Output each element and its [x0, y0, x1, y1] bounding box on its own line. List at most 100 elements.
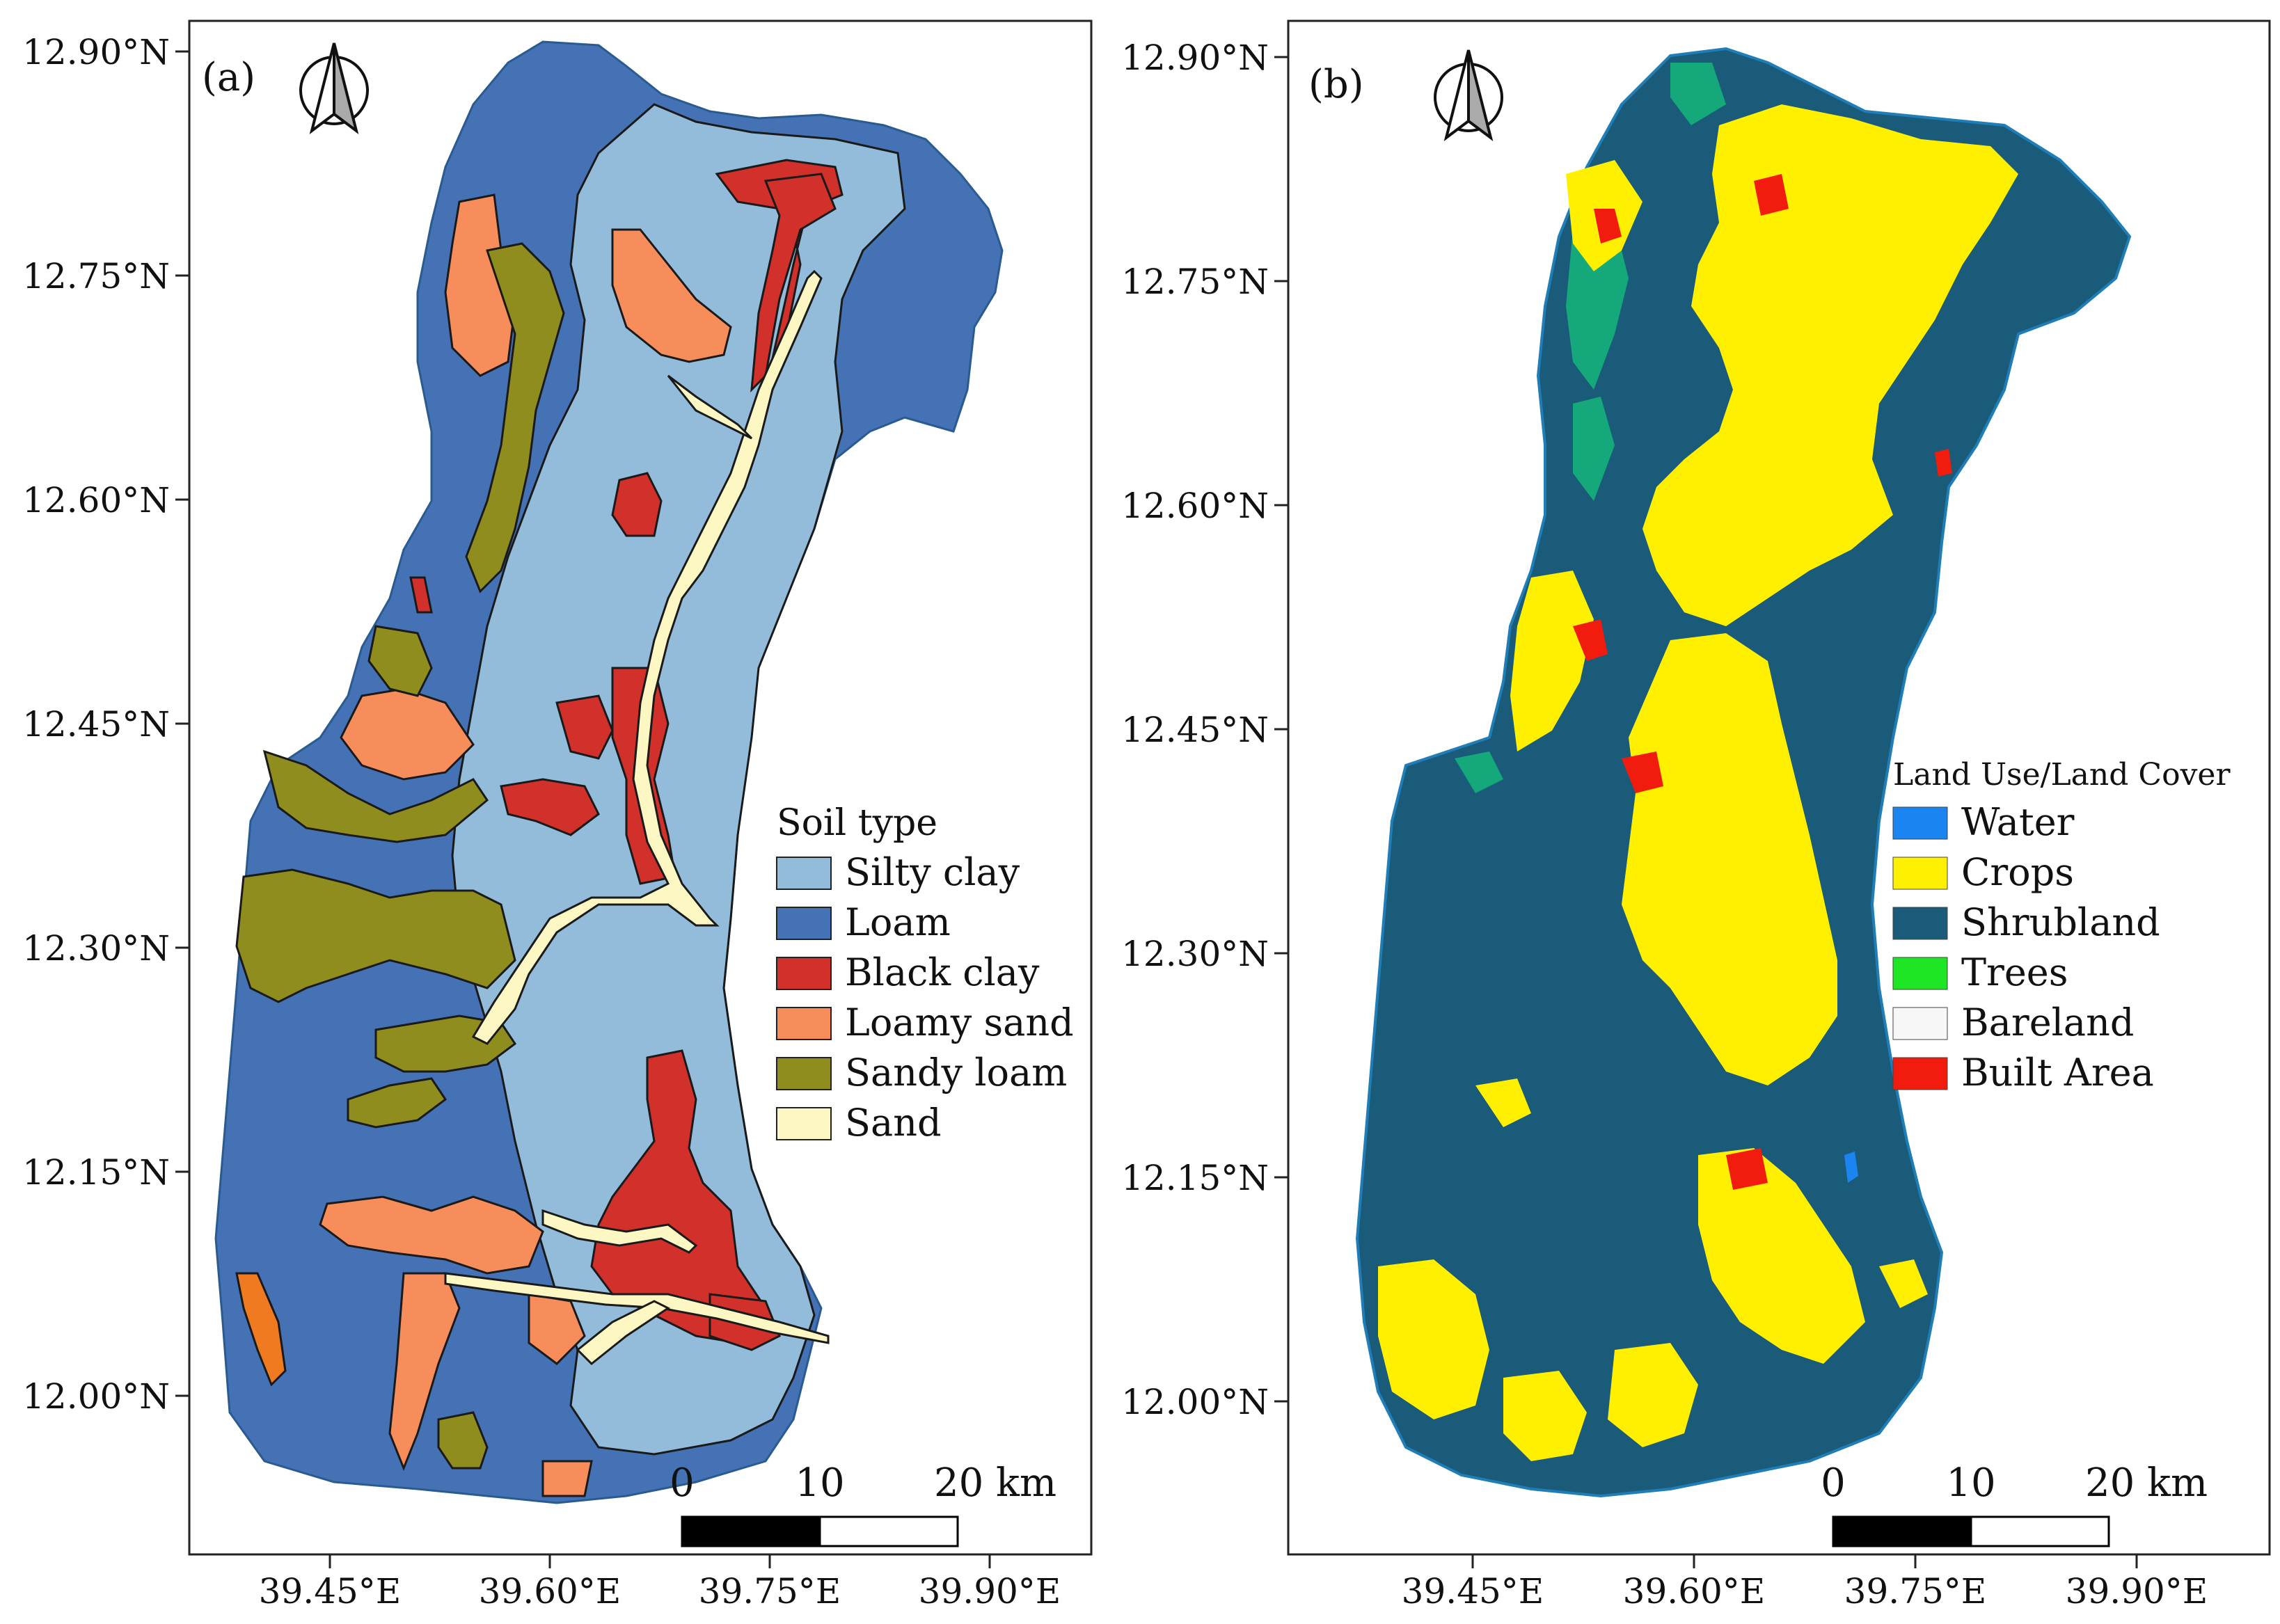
legend-label: Bareland	[1961, 1001, 2134, 1044]
legend-item-built-area: Built Area	[1892, 1051, 2154, 1094]
lon-tick-label: 39.90°E	[919, 1571, 1061, 1611]
legend-label: Sand	[845, 1101, 942, 1145]
soil-sandy-loam-patch	[367, 625, 433, 697]
soil-sand-channel	[576, 1300, 670, 1366]
lon-tick-label: 39.45°E	[259, 1571, 402, 1611]
lulc-built-area-patch	[1935, 449, 1952, 477]
lulc-water-patch	[1844, 1152, 1858, 1183]
lat-tick-label: 12.45°N	[1121, 710, 1269, 750]
legend-item-sand: Sand	[776, 1101, 942, 1145]
soil-sand-channel	[667, 374, 753, 440]
panel-a-lon-axis: 39.45°E 39.60°E 39.75°E 39.90°E	[259, 1554, 1061, 1611]
lulc-built-area-patch	[1573, 619, 1608, 661]
lat-tick-label: 12.75°N	[1121, 262, 1269, 302]
scale-label: 0	[1821, 1460, 1846, 1506]
lulc-built-area-patch	[1726, 1148, 1768, 1190]
lat-tick-label: 12.15°N	[1121, 1158, 1269, 1198]
lat-tick-label: 12.60°N	[1121, 486, 1269, 526]
soil-sand-channel	[541, 1209, 698, 1254]
lon-tick-label: 39.75°E	[1844, 1571, 1987, 1611]
legend-item-bareland: Bareland	[1892, 1001, 2134, 1044]
lulc-crops-patch	[1475, 1078, 1531, 1127]
legend-item-shrubland: Shrubland	[1892, 900, 2160, 944]
lulc-crops-patch	[1378, 1259, 1489, 1419]
legend-item-black-clay: Black clay	[776, 950, 1040, 994]
legend-item-crops: Crops	[1892, 850, 2074, 894]
soil-loamy-sand-patch	[444, 193, 516, 377]
north-arrow-icon	[299, 42, 369, 134]
legend-label: Trees	[1961, 950, 2068, 994]
soil-black-clay-patch	[409, 576, 433, 614]
lulc-built-area-patch	[1754, 174, 1789, 216]
lon-tick-label: 39.90°E	[2066, 1571, 2208, 1611]
soil-loamy-sand-patch	[235, 1272, 287, 1387]
lulc-built-area-patch	[1622, 751, 1663, 793]
soil-silty-clay-region	[451, 103, 906, 1456]
panel-b-lon-axis: 39.45°E 39.60°E 39.75°E 39.90°E	[1402, 1554, 2208, 1611]
panel-b: 12.90°N 12.75°N 12.60°N 12.45°N 12.30°N …	[1121, 19, 2271, 1611]
lulc-crops-patch	[1608, 1343, 1698, 1447]
lulc-trees-patch	[1566, 223, 1629, 390]
soil-sandy-loam-patch	[235, 868, 516, 1003]
panel-b-legend: Land Use/Land Cover Water Crops Shrublan…	[1892, 757, 2231, 1094]
scale-label: 0	[670, 1460, 695, 1506]
lulc-crops-patch	[1642, 104, 2018, 626]
panel-a-lat-axis: 12.90°N 12.75°N 12.60°N 12.45°N 12.30°N …	[22, 32, 189, 1417]
soil-black-clay-patch	[590, 1049, 767, 1344]
lat-tick-label: 12.00°N	[22, 1376, 170, 1417]
scale-label: 10	[1946, 1460, 1995, 1506]
lon-tick-label: 39.75°E	[699, 1571, 841, 1611]
lulc-trees-patch	[1670, 63, 1726, 125]
legend-label: Silty clay	[845, 850, 1020, 894]
panel-b-lat-axis: 12.90°N 12.75°N 12.60°N 12.45°N 12.30°N …	[1121, 38, 1288, 1422]
scale-label: 20 km	[2085, 1460, 2208, 1506]
legend-label: Shrubland	[1961, 900, 2160, 944]
soil-sand-channel	[471, 269, 823, 1045]
legend-item-loamy-sand: Loamy sand	[776, 1001, 1074, 1044]
lat-tick-label: 12.90°N	[1121, 38, 1269, 78]
legend-item-water: Water	[1892, 800, 2075, 844]
legend-item-loam: Loam	[776, 900, 951, 944]
lulc-crops-patch	[1698, 1148, 1865, 1364]
lat-tick-label: 12.75°N	[22, 256, 170, 296]
legend-label: Built Area	[1961, 1051, 2154, 1094]
lulc-crops-patch	[1879, 1259, 1928, 1308]
lat-tick-label: 12.60°N	[22, 480, 170, 520]
soil-loamy-sand-patch	[541, 1460, 593, 1497]
lat-tick-label: 12.15°N	[22, 1152, 170, 1193]
lulc-trees-patch	[1455, 751, 1503, 793]
legend-title: Soil type	[777, 802, 937, 844]
soil-sandy-loam-patch	[465, 242, 565, 594]
legend-label: Loamy sand	[845, 1001, 1074, 1044]
lon-tick-label: 39.60°E	[1623, 1571, 1766, 1611]
lat-tick-label: 12.90°N	[22, 32, 170, 72]
lat-tick-label: 12.45°N	[22, 704, 170, 745]
legend-label: Sandy loam	[845, 1051, 1067, 1094]
lat-tick-label: 12.00°N	[1121, 1382, 1269, 1422]
legend-item-trees: Trees	[1892, 950, 2068, 994]
soil-sandy-loam-patch	[262, 749, 489, 843]
soil-sandy-loam-patch	[347, 1077, 448, 1129]
lulc-built-area-patch	[1594, 209, 1622, 244]
panel-a-scale-bar: 0 10 20 km	[670, 1460, 1056, 1547]
legend-title: Land Use/Land Cover	[1893, 757, 2231, 793]
legend-item-silty-clay: Silty clay	[776, 850, 1020, 894]
panel-a-legend: Soil type Silty clay Loam Black clay Loa…	[776, 802, 1074, 1145]
soil-sand-channel	[444, 1272, 830, 1344]
panel-b-scale-bar: 0 10 20 km	[1821, 1460, 2208, 1547]
legend-item-sandy-loam: Sandy loam	[776, 1051, 1067, 1094]
soil-sandy-loam-patch	[437, 1411, 489, 1470]
lulc-trees-patch	[1573, 397, 1615, 501]
soil-loamy-sand-patch	[319, 1195, 544, 1275]
panel-b-label: (b)	[1308, 62, 1364, 107]
lon-tick-label: 39.45°E	[1402, 1571, 1544, 1611]
north-arrow-icon	[1434, 49, 1503, 141]
lulc-crops-patch	[1622, 633, 1837, 1085]
soil-black-clay-patch	[500, 778, 600, 836]
lulc-crops-patch	[1510, 571, 1594, 751]
panel-a-label: (a)	[202, 55, 255, 100]
panel-a: 12.90°N 12.75°N 12.60°N 12.45°N 12.30°N …	[22, 19, 1093, 1611]
legend-label: Loam	[845, 900, 951, 944]
legend-label: Crops	[1961, 850, 2074, 894]
